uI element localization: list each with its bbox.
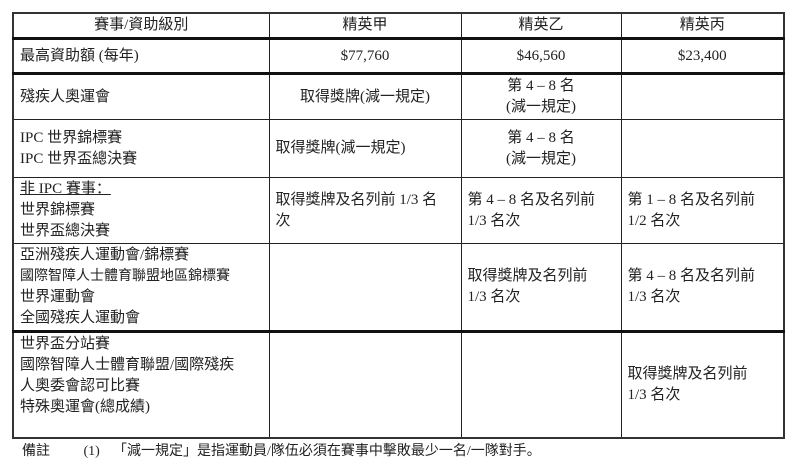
criteria-b: 第 4 – 8 名及名列前 1/3 名次 [460,177,622,244]
event-cell: IPC 世界錦標賽 IPC 世界盃總決賽 [12,119,270,178]
event-name: 世界錦標賽 [20,202,96,218]
criteria-text: 第 4 – 8 名 [507,78,575,94]
funding-a: $77,760 [268,38,462,75]
criteria-c [620,119,785,178]
table-row: IPC 世界錦標賽 IPC 世界盃總決賽 取得獎牌(減一規定) 第 4 – 8 名… [12,119,785,178]
funding-table: 賽事/資助級別 精英甲 精英乙 精英丙 最高資助額 (每年) $77,760 $… [12,12,785,439]
event-name: 人奧委會認可比賽 [20,378,141,394]
criteria-b: 第 4 – 8 名 (減一規定) [460,73,622,120]
event-cell: 亞洲殘疾人運動會/錦標賽國際智障人士體育聯盟地區錦標賽 世界運動會全國殘疾人運動會 [12,243,270,333]
criteria-text: 1/3 名次 [627,386,681,403]
event-name: 全國殘疾人運動會 [20,310,141,326]
footnote-text: 「減一規定」是指運動員/隊伍必須在賽事中擊敗最少一名/一隊對手。 [113,444,541,459]
event-cell: 殘疾人奧運會 [12,73,270,120]
funding-row: 最高資助額 (每年) $77,760 $46,560 $23,400 [12,38,785,75]
criteria-text: (減一規定) [506,150,576,167]
table-row: 世界盃分站賽 國際智障人士體育聯盟/國際殘疾 人奧委會認可比賽 特殊奧運會(總成績) … [12,331,785,438]
criteria-c: 第 4 – 8 名及名列前 1/3 名次 [620,243,785,333]
footnote-number: (1) [83,444,100,459]
footnote: 備註 (1) 「減一規定」是指運動員/隊伍必須在賽事中擊敗最少一名/一隊對手。 [22,440,541,460]
criteria-b: 第 4 – 8 名 (減一規定) [460,119,622,178]
event-name: 國際智障人士體育聯盟/國際殘疾 [20,357,235,373]
criteria-a: 取得獎牌及名列前 1/3 名次 [268,177,462,244]
criteria-text: 取得獎牌及名列前 [467,268,588,284]
criteria-text: 第 1 – 8 名及名列前 [627,191,756,208]
event-name: IPC 世界盃總決賽 [20,150,138,167]
header-elite-a: 精英甲 [268,12,462,40]
funding-label: 最高資助額 (每年) [12,38,270,75]
event-heading: 非 IPC 賽事： [20,181,111,197]
criteria-text: 第 4 – 8 名及名列前 [467,191,596,208]
funding-b: $46,560 [460,38,622,75]
criteria-text: 1/3 名次 [467,212,521,229]
criteria-c: 第 1 – 8 名及名列前 1/2 名次 [620,177,785,244]
table-row: 非 IPC 賽事： 世界錦標賽世界盃總決賽 取得獎牌及名列前 1/3 名次 第 4… [12,177,785,244]
criteria-text: 取得獎牌及名列前 [627,365,748,382]
table-row: 殘疾人奧運會 取得獎牌(減一規定) 第 4 – 8 名 (減一規定) [12,73,785,120]
header-elite-b: 精英乙 [460,12,622,40]
event-name: IPC 世界錦標賽 [20,129,123,146]
criteria-a [268,331,462,438]
event-cell: 世界盃分站賽國際智障人士體育聯盟/國際殘疾 人奧委會認可比賽 特殊奧運會(總成績) [12,331,270,438]
criteria-a [268,243,462,333]
criteria-a: 取得獎牌(減一規定) [268,119,462,178]
event-name: 世界盃總決賽 [20,223,111,239]
event-name: 世界盃分站賽 [20,336,111,352]
criteria-text: 次 [275,212,291,229]
criteria-text: 取得獎牌及名列前 1/3 名 [275,191,438,208]
funding-c: $23,400 [620,38,785,75]
criteria-c [620,73,785,120]
criteria-text: 第 4 – 8 名及名列前 [627,268,756,284]
event-name: 國際智障人士體育聯盟地區錦標賽 [20,269,230,284]
criteria-b [460,331,622,438]
criteria-text: 取得獎牌(減一規定) [300,88,430,105]
header-elite-c: 精英丙 [620,12,785,40]
event-cell: 非 IPC 賽事： 世界錦標賽世界盃總決賽 [12,177,270,244]
header-row: 賽事/資助級別 精英甲 精英乙 精英丙 [12,12,785,40]
criteria-text: 1/2 名次 [627,212,681,229]
table-row: 亞洲殘疾人運動會/錦標賽國際智障人士體育聯盟地區錦標賽 世界運動會全國殘疾人運動會… [12,243,785,333]
criteria-b: 取得獎牌及名列前 1/3 名次 [460,243,622,333]
criteria-text: 第 4 – 8 名 [507,129,575,146]
event-name: 亞洲殘疾人運動會/錦標賽 [20,247,190,263]
header-event: 賽事/資助級別 [12,12,270,40]
criteria-c: 取得獎牌及名列前 1/3 名次 [620,331,785,438]
criteria-a: 取得獎牌(減一規定) [268,73,462,120]
criteria-text: (減一規定) [506,99,576,115]
footnote-label: 備註 [22,444,50,459]
criteria-text: 取得獎牌(減一規定) [275,140,406,156]
criteria-text: 1/3 名次 [627,289,681,305]
criteria-text: 1/3 名次 [467,289,521,305]
event-name: 殘疾人奧運會 [20,88,111,105]
event-name: 世界運動會 [20,289,96,305]
event-name: 特殊奧運會(總成績) [20,399,150,415]
